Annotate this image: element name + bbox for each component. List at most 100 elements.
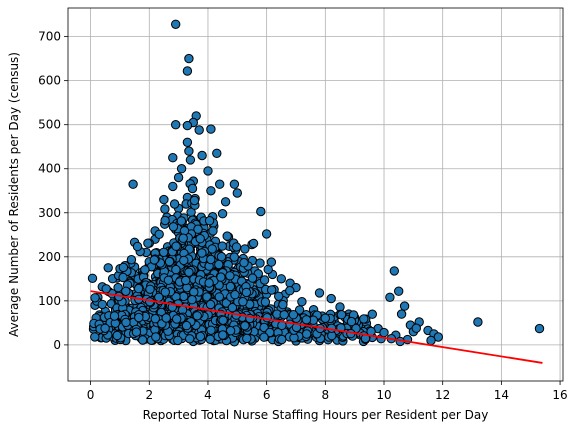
data-point	[214, 292, 225, 302]
data-point	[426, 335, 436, 346]
data-point	[189, 287, 199, 297]
data-point	[396, 309, 407, 319]
data-point	[217, 241, 228, 251]
data-point	[218, 330, 228, 340]
data-point	[173, 335, 183, 346]
data-point	[225, 326, 236, 336]
data-point	[161, 313, 171, 323]
x-axis-ticks: 0 2 4 6 8 10 12 14 16	[87, 381, 568, 402]
data-point	[121, 317, 131, 328]
data-point	[294, 305, 305, 315]
data-point	[204, 216, 215, 226]
data-point	[168, 153, 178, 163]
data-point	[100, 323, 110, 333]
data-point	[267, 285, 277, 295]
y-axis-ticks: 0 100 200 300 400 500 600 700	[38, 30, 68, 352]
data-point	[239, 258, 249, 268]
data-point	[225, 281, 236, 292]
data-point	[145, 284, 155, 294]
data-point	[97, 299, 108, 310]
data-point	[133, 283, 144, 294]
data-point	[173, 172, 184, 183]
data-point	[101, 284, 111, 294]
data-point	[314, 288, 325, 298]
data-point	[288, 310, 299, 320]
data-point	[168, 222, 179, 232]
plot-frame	[67, 7, 564, 382]
data-point	[160, 204, 170, 214]
y-axis-label: Average Number of Residents per Day (cen…	[7, 52, 21, 337]
y-tick-label: 500	[38, 118, 61, 132]
data-point	[138, 335, 148, 345]
data-point	[229, 252, 240, 262]
data-point	[266, 257, 277, 267]
data-point	[218, 315, 228, 325]
data-point	[215, 179, 225, 189]
data-point	[399, 301, 410, 311]
data-point	[150, 314, 161, 324]
data-point	[134, 312, 144, 323]
data-point	[207, 244, 217, 254]
data-point	[176, 164, 187, 174]
data-point	[168, 181, 178, 192]
data-point	[204, 278, 214, 288]
data-point	[274, 291, 284, 301]
data-point	[126, 255, 137, 265]
data-point	[112, 330, 122, 341]
data-point	[259, 332, 269, 342]
data-point	[159, 247, 169, 258]
data-point	[163, 275, 174, 285]
data-point	[259, 275, 270, 285]
data-point	[179, 255, 189, 266]
data-point	[411, 323, 421, 333]
x-tick-label: 8	[322, 388, 330, 402]
data-point	[326, 293, 336, 304]
data-point	[171, 241, 181, 251]
data-point	[278, 299, 288, 310]
data-point	[227, 303, 238, 313]
data-point	[202, 292, 212, 302]
y-tick-label: 0	[53, 338, 61, 352]
data-point	[131, 327, 142, 337]
data-point	[171, 19, 181, 29]
data-point	[184, 53, 194, 64]
data-point	[193, 224, 203, 234]
data-point	[154, 229, 164, 240]
data-point	[230, 290, 240, 300]
data-point	[216, 252, 227, 262]
data-point	[182, 66, 193, 76]
data-point	[194, 125, 204, 135]
data-point	[276, 274, 286, 284]
data-point	[260, 297, 271, 307]
data-point	[103, 263, 113, 273]
x-tick-label: 0	[87, 388, 95, 402]
data-point	[359, 314, 369, 324]
data-point	[217, 209, 228, 219]
data-point	[225, 271, 235, 281]
data-point	[379, 327, 389, 338]
data-point	[301, 315, 312, 325]
data-point	[232, 188, 243, 198]
data-point	[297, 297, 307, 307]
data-point	[248, 238, 259, 249]
data-point	[247, 273, 258, 283]
data-point	[87, 273, 98, 283]
data-point	[160, 287, 171, 297]
data-point	[172, 314, 182, 324]
data-point	[220, 197, 231, 207]
x-tick-label: 6	[263, 388, 271, 402]
data-point	[222, 231, 232, 241]
data-point	[197, 248, 207, 258]
data-point	[346, 316, 357, 327]
data-point	[473, 317, 483, 327]
data-point	[336, 310, 347, 320]
y-tick-label: 200	[38, 250, 61, 264]
data-point	[238, 297, 248, 307]
data-point	[151, 332, 161, 342]
data-point	[255, 258, 265, 268]
data-point	[128, 179, 138, 189]
data-point	[214, 259, 224, 270]
data-point	[171, 120, 181, 130]
x-tick-label: 16	[552, 388, 567, 402]
data-point	[205, 334, 215, 344]
